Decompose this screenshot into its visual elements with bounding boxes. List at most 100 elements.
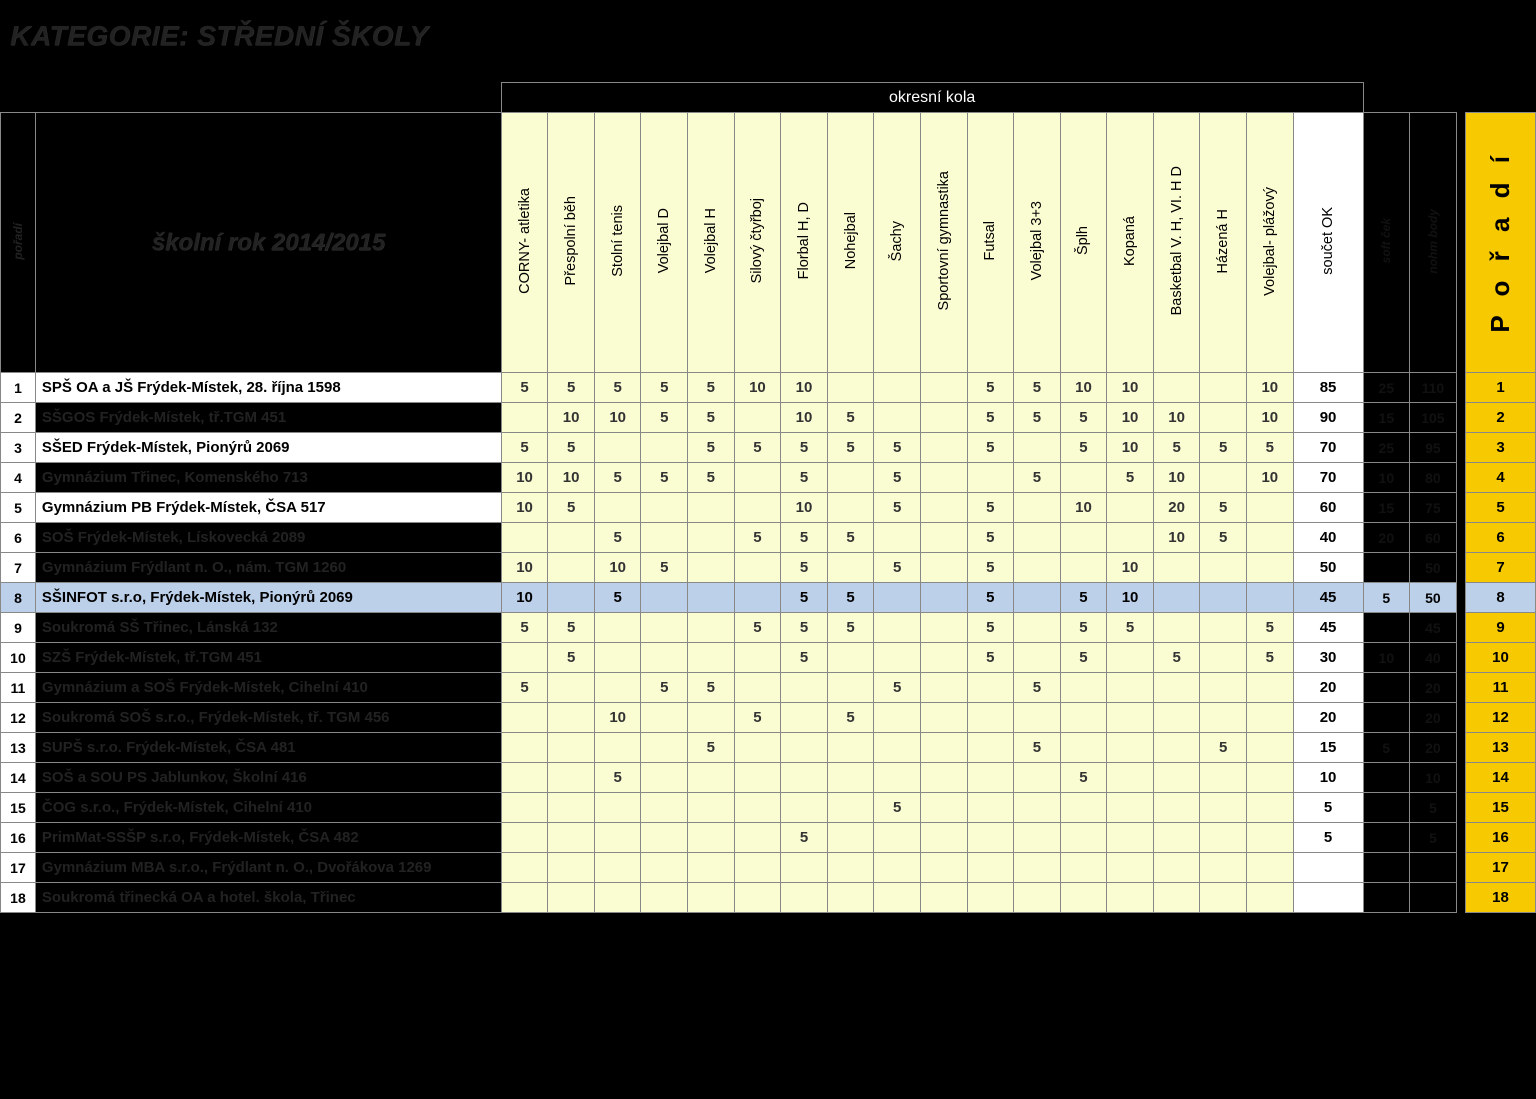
score-cell bbox=[1247, 553, 1294, 583]
score-cell bbox=[1153, 553, 1200, 583]
score-cell bbox=[920, 583, 967, 613]
row-index: 4 bbox=[1, 463, 36, 493]
header-row: pořadí školní rok 2014/2015 CORNY- atlet… bbox=[1, 113, 1536, 373]
score-cell bbox=[594, 613, 641, 643]
score-cell bbox=[641, 763, 688, 793]
hidden-cell: 10 bbox=[1410, 763, 1457, 793]
hidden-cell bbox=[1363, 793, 1410, 823]
table-row: 6SOŠ Frýdek-Místek, Lískovecká 208955555… bbox=[1, 523, 1536, 553]
score-cell bbox=[920, 703, 967, 733]
score-cell bbox=[874, 763, 921, 793]
score-cell bbox=[1107, 673, 1154, 703]
sum-cell: 5 bbox=[1293, 793, 1363, 823]
score-cell: 10 bbox=[1107, 403, 1154, 433]
score-cell: 5 bbox=[1200, 733, 1247, 763]
score-cell bbox=[501, 703, 548, 733]
score-cell bbox=[827, 733, 874, 763]
score-cell: 5 bbox=[1060, 403, 1107, 433]
score-cell bbox=[1153, 763, 1200, 793]
score-cell bbox=[688, 853, 735, 883]
score-cell: 10 bbox=[1107, 553, 1154, 583]
hidden-cell: 5 bbox=[1363, 583, 1410, 613]
sum-cell: 20 bbox=[1293, 703, 1363, 733]
score-cell bbox=[1014, 643, 1061, 673]
hidden-cell: 20 bbox=[1410, 703, 1457, 733]
score-cell: 5 bbox=[1060, 763, 1107, 793]
score-cell: 5 bbox=[501, 673, 548, 703]
rank-cell: 17 bbox=[1466, 853, 1536, 883]
school-name: Soukromá SOŠ s.r.o., Frýdek-Místek, tř. … bbox=[35, 703, 501, 733]
score-cell: 5 bbox=[874, 493, 921, 523]
score-cell: 5 bbox=[548, 643, 595, 673]
score-cell bbox=[874, 853, 921, 883]
score-cell bbox=[1247, 583, 1294, 613]
table-row: 5Gymnázium PB Frýdek-Místek, ČSA 5171051… bbox=[1, 493, 1536, 523]
sum-cell: 45 bbox=[1293, 583, 1363, 613]
score-cell bbox=[1153, 793, 1200, 823]
score-cell bbox=[967, 463, 1014, 493]
score-cell: 5 bbox=[827, 403, 874, 433]
score-cell bbox=[1107, 523, 1154, 553]
score-cell bbox=[501, 883, 548, 913]
score-cell: 5 bbox=[967, 643, 1014, 673]
score-cell: 5 bbox=[548, 433, 595, 463]
score-cell bbox=[827, 463, 874, 493]
score-cell bbox=[1060, 793, 1107, 823]
score-cell bbox=[734, 583, 781, 613]
hidden-cell bbox=[1363, 763, 1410, 793]
hidden-header: nohm body bbox=[1410, 113, 1457, 373]
rank-cell: 14 bbox=[1466, 763, 1536, 793]
school-name: SOŠ a SOU PS Jablunkov, Školní 416 bbox=[35, 763, 501, 793]
row-index: 16 bbox=[1, 823, 36, 853]
score-cell bbox=[548, 733, 595, 763]
rank-cell: 1 bbox=[1466, 373, 1536, 403]
score-cell: 5 bbox=[548, 493, 595, 523]
score-cell: 10 bbox=[1247, 463, 1294, 493]
score-cell: 5 bbox=[874, 433, 921, 463]
score-cell bbox=[501, 763, 548, 793]
sport-header: Nohejbal bbox=[827, 113, 874, 373]
row-index: 15 bbox=[1, 793, 36, 823]
score-cell bbox=[688, 883, 735, 913]
school-name: SŠINFOT s.r.o, Frýdek-Místek, Pionýrů 20… bbox=[35, 583, 501, 613]
score-cell bbox=[548, 793, 595, 823]
table-row: 11Gymnázium a SOŠ Frýdek-Místek, Cihelní… bbox=[1, 673, 1536, 703]
results-table: okresní kola pořadí školní rok 2014/2015… bbox=[0, 82, 1536, 913]
hidden-cell: 20 bbox=[1410, 673, 1457, 703]
hidden-cell: 25 bbox=[1363, 373, 1410, 403]
score-cell: 5 bbox=[827, 613, 874, 643]
hidden-cell: 5 bbox=[1410, 793, 1457, 823]
score-cell bbox=[1060, 823, 1107, 853]
table-row: 14SOŠ a SOU PS Jablunkov, Školní 4165510… bbox=[1, 763, 1536, 793]
hidden-cell: 10 bbox=[1363, 463, 1410, 493]
score-cell bbox=[1107, 853, 1154, 883]
score-cell bbox=[967, 763, 1014, 793]
score-cell bbox=[920, 433, 967, 463]
score-cell: 5 bbox=[827, 703, 874, 733]
score-cell: 5 bbox=[1014, 373, 1061, 403]
sum-cell: 90 bbox=[1293, 403, 1363, 433]
score-cell bbox=[688, 523, 735, 553]
score-cell bbox=[1247, 853, 1294, 883]
score-cell: 5 bbox=[688, 373, 735, 403]
score-cell: 5 bbox=[688, 403, 735, 433]
row-index: 8 bbox=[1, 583, 36, 613]
hidden-cell: 15 bbox=[1363, 493, 1410, 523]
sport-header: Volejbal 3+3 bbox=[1014, 113, 1061, 373]
score-cell: 5 bbox=[1247, 433, 1294, 463]
score-cell bbox=[641, 583, 688, 613]
hidden-header: soft ček bbox=[1363, 113, 1410, 373]
score-cell bbox=[688, 643, 735, 673]
score-cell: 5 bbox=[967, 583, 1014, 613]
score-cell bbox=[641, 643, 688, 673]
score-cell: 5 bbox=[1014, 673, 1061, 703]
score-cell bbox=[641, 883, 688, 913]
hidden-cell: 95 bbox=[1410, 433, 1457, 463]
hidden-cell: 50 bbox=[1410, 553, 1457, 583]
score-cell bbox=[501, 643, 548, 673]
score-cell bbox=[827, 793, 874, 823]
score-cell bbox=[1014, 823, 1061, 853]
score-cell: 5 bbox=[641, 553, 688, 583]
score-cell bbox=[594, 673, 641, 703]
score-cell: 5 bbox=[1060, 433, 1107, 463]
